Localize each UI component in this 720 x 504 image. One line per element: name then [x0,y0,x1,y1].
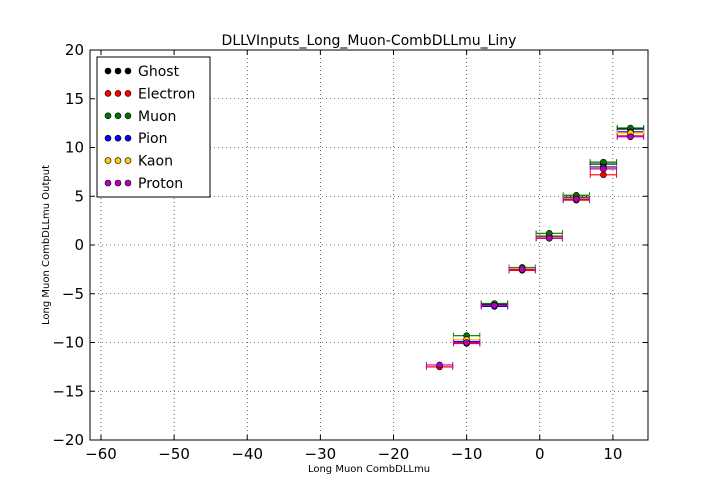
legend-box [96,56,211,198]
legend-label: Kaon [138,154,173,170]
legend-label: Electron [138,86,195,102]
legend-marker [104,90,112,97]
legend-marker [124,90,132,97]
x-tick-label: −40 [231,445,263,463]
data-marks [425,124,645,371]
series-proton [425,133,645,369]
legend-marker [104,134,112,142]
legend-marker [114,134,122,142]
data-point [573,195,580,203]
series-ghost [480,125,645,308]
x-tick-label: 10 [603,445,622,463]
x-tick-label: −50 [158,445,190,463]
data-point [518,266,526,273]
y-tick-label: −15 [52,382,84,400]
legend-label: Muon [138,109,176,125]
y-tick-label: 15 [65,90,84,108]
data-point [463,339,470,346]
data-point [627,133,634,141]
x-tick-label: −10 [451,445,483,463]
legend-label: Proton [138,176,183,192]
y-tick-label: 5 [74,187,84,205]
legend-marker [114,112,122,120]
legend-marker [104,179,112,187]
x-tick-label: −30 [305,445,337,463]
data-point [600,171,607,179]
x-axis-label: Long Muon CombDLLmu [308,464,430,475]
legend-marker [114,67,122,75]
y-tick-label: −10 [52,334,84,352]
legend-marker [114,179,122,187]
legend-marker [104,157,112,164]
legend-marker [124,112,132,120]
y-tick-label: 0 [74,236,84,254]
legend-marker [104,112,112,120]
legend-label: Pion [138,131,167,147]
y-axis-label: Long Muon CombDLLmu Output [41,165,52,325]
y-tick-label: 10 [65,139,84,157]
data-point [545,234,553,242]
data-point [491,302,498,309]
data-point [600,165,607,173]
legend-marker [124,179,132,187]
legend-marker [114,157,122,164]
legend-marker [124,157,132,164]
y-tick-label: −5 [62,285,84,303]
legend-marker [124,67,132,75]
legend-label: Ghost [138,64,180,80]
x-tick-label: −60 [85,445,117,463]
y-tick-label: −20 [52,431,84,449]
x-tick-label: −20 [378,445,410,463]
legend: Ghost Electron Muon Pion Kaon Proton [96,56,211,198]
x-tick-label: 0 [535,445,545,463]
data-point [436,361,443,369]
legend-marker [114,90,122,97]
legend-marker [104,67,112,75]
y-tick-label: 20 [65,41,84,59]
chart-title: DLLVInputs_Long_Muon-CombDLLmu_Liny [222,33,517,49]
legend-marker [124,134,132,142]
